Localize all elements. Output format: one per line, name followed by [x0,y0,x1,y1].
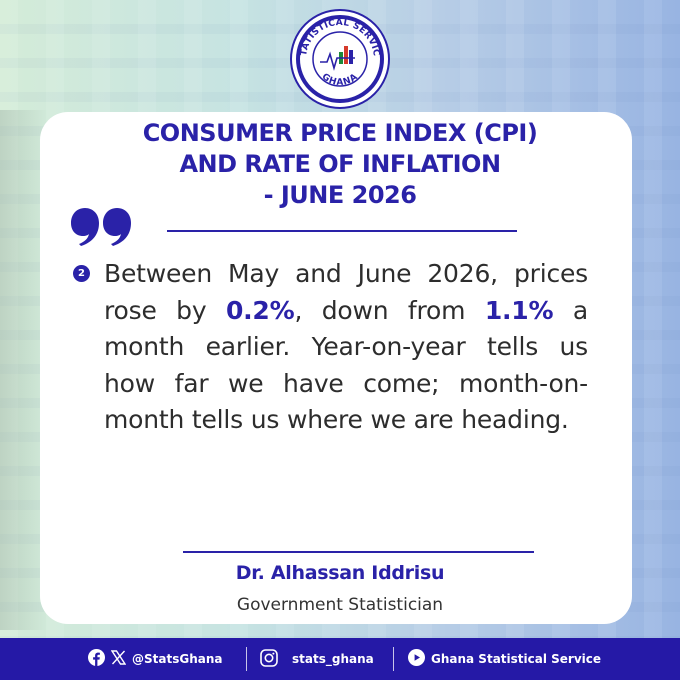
quote-mark-icon [69,206,135,246]
quote-card [40,112,632,624]
footer-instagram-link[interactable]: stats_ghana [260,638,374,680]
title-line-1: CONSUMER PRICE INDEX (CPI) [142,119,538,147]
quote-text-part-2: , down from [294,295,485,325]
youtube-channel[interactable]: Ghana Statistical Service [431,652,602,666]
x-icon[interactable] [110,650,127,668]
instagram-handle[interactable]: stats_ghana [292,652,374,666]
footer-separator [393,647,394,671]
title-divider [167,230,517,232]
title-line-3: - JUNE 2026 [263,181,417,209]
facebook-icon[interactable] [88,649,105,669]
social-footer: @StatsGhana stats_ghana Ghana Statistica… [0,638,680,680]
logo-chart-icon [320,46,355,71]
logo-bottom-text: GHANA [320,72,360,88]
highlight-previous-rate: 1.1% [484,295,554,325]
x-handle[interactable]: @StatsGhana [132,652,223,666]
signatory-role: Government Statistician [236,595,444,615]
title-line-2: AND RATE OF INFLATION [179,150,501,178]
gss-logo: STATISTICAL SERVICE GHANA [286,1,391,110]
highlight-monthly-rate: 0.2% [225,295,295,325]
footer-separator [246,647,247,671]
quote-number-badge: 2 [73,265,90,282]
quote-text-part-1: Between May and June 2026, prices rose b… [104,259,588,325]
footer-x-link[interactable]: @StatsGhana [88,638,223,680]
signatory-name: Dr. Alhassan Iddrisu [235,562,445,584]
instagram-icon[interactable] [260,648,278,670]
signature-divider [183,551,534,553]
quote-text-part-3: a month earlier. Year-on-year tells us h… [104,295,588,435]
quote-text: Between May and June 2026, prices rose b… [104,256,588,439]
youtube-icon[interactable] [408,649,425,669]
footer-youtube-link[interactable]: Ghana Statistical Service [408,638,601,680]
page-title: CONSUMER PRICE INDEX (CPI) AND RATE OF I… [0,118,680,211]
